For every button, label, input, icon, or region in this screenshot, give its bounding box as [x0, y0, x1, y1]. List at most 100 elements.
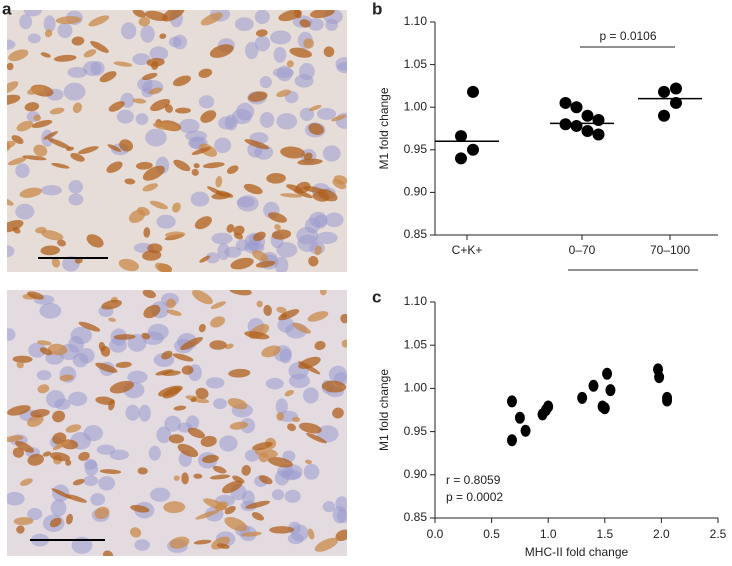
- stain: [43, 131, 58, 140]
- nucleus: [294, 74, 314, 88]
- micrograph-a-texture: [7, 10, 347, 272]
- stain: [161, 350, 173, 360]
- stain: [52, 439, 70, 451]
- stain: [298, 422, 322, 434]
- x-tick-label: 0–70: [569, 243, 596, 257]
- stain: [266, 173, 286, 184]
- stain: [332, 407, 344, 419]
- stain: [142, 290, 156, 299]
- stain: [149, 200, 168, 210]
- stain: [255, 260, 276, 268]
- nucleus: [138, 404, 151, 422]
- stain: [49, 452, 71, 462]
- stain: [88, 15, 110, 27]
- stain: [12, 447, 24, 458]
- stain: [49, 107, 65, 115]
- stain: [181, 472, 189, 485]
- stain: [252, 441, 273, 451]
- point: [670, 96, 682, 109]
- stain: [210, 316, 226, 328]
- stain: [7, 405, 31, 416]
- stain: [193, 539, 212, 545]
- stain: [199, 255, 211, 263]
- stain: [173, 405, 187, 411]
- stain: [314, 537, 339, 552]
- stain: [209, 474, 231, 480]
- axes: [434, 22, 718, 236]
- y-tick-label: 1.00: [404, 381, 428, 395]
- stain: [299, 19, 311, 28]
- nucleus: [156, 426, 172, 444]
- stain: [309, 10, 335, 19]
- stain: [187, 427, 205, 439]
- nucleus: [304, 217, 321, 234]
- nucleus: [303, 463, 320, 480]
- p-value: p = 0.0106: [599, 29, 656, 43]
- stain: [229, 290, 252, 296]
- nucleus: [39, 302, 62, 319]
- stain: [216, 543, 230, 549]
- stain: [113, 61, 133, 67]
- stain: [162, 386, 181, 399]
- stain: [194, 216, 212, 230]
- stain: [78, 451, 90, 461]
- stain: [56, 239, 66, 247]
- point: [506, 395, 517, 408]
- micrograph-b-texture: [7, 290, 347, 556]
- micrograph-a: [7, 10, 347, 272]
- stain: [297, 158, 323, 166]
- stain: [150, 98, 171, 112]
- stain: [16, 525, 25, 534]
- nucleus: [325, 18, 339, 31]
- stain: [286, 60, 294, 68]
- stain: [37, 384, 50, 394]
- stain: [71, 36, 85, 46]
- stain: [39, 347, 53, 356]
- stain: [165, 231, 186, 238]
- nucleus: [214, 137, 232, 154]
- stain: [215, 176, 223, 188]
- stain: [248, 91, 268, 102]
- x-tick-label: 2.0: [653, 527, 670, 541]
- stain: [244, 331, 270, 340]
- y-tick-label: 0.95: [404, 424, 428, 438]
- stain: [143, 304, 161, 319]
- stain: [340, 313, 347, 324]
- stain: [142, 183, 158, 192]
- stain: [267, 212, 287, 223]
- nucleus: [218, 116, 236, 130]
- nucleus: [71, 536, 93, 554]
- stain: [100, 345, 111, 357]
- stain: [31, 119, 53, 128]
- y-tick-label: 0.85: [404, 510, 428, 524]
- stain: [72, 478, 85, 486]
- stain: [65, 459, 72, 466]
- stain: [128, 209, 146, 224]
- stain: [291, 416, 301, 423]
- nucleus: [280, 469, 302, 481]
- nucleus: [145, 128, 167, 147]
- stain: [65, 494, 87, 503]
- stain: [163, 501, 186, 514]
- nucleus: [96, 444, 116, 455]
- nucleus: [243, 242, 265, 254]
- stain: [159, 33, 167, 39]
- stain: [198, 68, 213, 78]
- nucleus: [254, 35, 271, 52]
- nucleus: [54, 398, 71, 410]
- nucleus: [269, 30, 292, 45]
- nucleus: [217, 242, 230, 261]
- point: [592, 113, 605, 126]
- stain: [241, 531, 262, 537]
- stain: [174, 107, 191, 114]
- panel-label: c: [372, 287, 381, 306]
- nucleus: [125, 404, 140, 421]
- stain: [332, 179, 347, 190]
- stat-annotation: p = 0.0002: [446, 490, 503, 504]
- stain: [261, 345, 281, 358]
- y-tick-label: 1.10: [404, 294, 428, 308]
- stain: [7, 81, 19, 95]
- stain: [130, 504, 150, 513]
- nucleus: [259, 112, 275, 128]
- nucleus: [168, 36, 182, 48]
